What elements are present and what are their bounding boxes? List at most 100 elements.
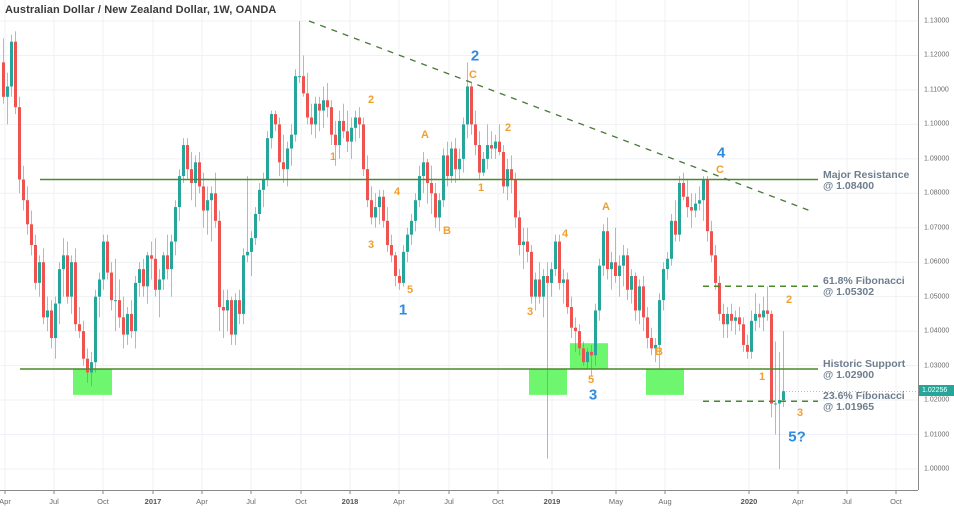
candle-up <box>466 86 469 125</box>
candle-down <box>718 282 721 314</box>
candle-up <box>54 303 57 339</box>
candle-down <box>310 117 313 125</box>
candle-up <box>146 255 149 287</box>
candle-down <box>30 224 33 245</box>
candle-down <box>758 313 761 318</box>
time-tick-label: Apr <box>393 497 405 506</box>
candle-up <box>414 200 417 221</box>
candle-up <box>94 296 97 363</box>
candle-down <box>634 276 637 311</box>
candle-down <box>582 348 585 363</box>
fib-236-label: 23.6% Fibonacci @ 1.01965 <box>823 390 905 414</box>
candle-up <box>46 310 49 318</box>
candle-up <box>694 203 697 211</box>
candle-up <box>486 145 489 159</box>
candle-up <box>270 114 273 139</box>
candle-down <box>42 262 45 318</box>
candle-up <box>70 262 73 297</box>
minor-wave-label: 2 <box>504 122 512 134</box>
candle-up <box>298 76 301 78</box>
price-tick-label: 1.08000 <box>924 189 950 197</box>
candle-up <box>374 207 377 218</box>
candle-up <box>134 282 137 332</box>
candle-down <box>214 193 217 221</box>
candle-down <box>714 255 717 283</box>
historic-support-label: Historic Support @ 1.02900 <box>823 358 906 382</box>
candle-down <box>346 131 349 142</box>
candle-down <box>738 317 741 325</box>
major-wave-label: 5? <box>788 428 806 446</box>
price-tick-label: 1.06000 <box>924 258 950 266</box>
candle-up <box>290 134 293 149</box>
candle-down <box>682 182 685 197</box>
candle-down <box>454 148 457 170</box>
candle-down <box>538 279 541 297</box>
support-zone[interactable] <box>646 369 684 395</box>
descending-trend-line[interactable] <box>308 20 815 213</box>
price-tick-label: 1.04000 <box>924 327 950 335</box>
candle-down <box>518 217 521 245</box>
candle-up <box>38 262 41 283</box>
candle-down <box>706 179 709 232</box>
minor-wave-label: A <box>602 201 610 213</box>
candle-down <box>514 179 517 218</box>
candle-down <box>530 251 533 297</box>
candle-up <box>10 41 13 87</box>
candle-down <box>590 351 593 356</box>
candle-down <box>606 231 609 270</box>
minor-wave-label: B <box>655 346 663 358</box>
candle-down <box>650 338 653 349</box>
candle-up <box>322 100 325 111</box>
price-tick-label: 1.00000 <box>924 465 950 473</box>
candle-up <box>610 262 613 270</box>
candle-up <box>602 231 605 266</box>
major-wave-label: 1 <box>398 301 408 319</box>
minor-wave-label: 1 <box>329 151 337 163</box>
candle-up <box>174 207 177 242</box>
minor-wave-label: 2 <box>367 94 375 106</box>
support-zone[interactable] <box>73 369 112 395</box>
candle-down <box>770 313 773 404</box>
candle-down <box>34 244 37 283</box>
minor-wave-label: 3 <box>796 407 804 419</box>
candle-down <box>686 196 689 208</box>
candle-up <box>254 213 257 239</box>
candle-up <box>554 241 557 270</box>
candle-down <box>186 145 189 170</box>
time-tick-label: Apr <box>196 497 208 506</box>
candle-up <box>418 176 421 201</box>
candle-up <box>654 344 657 349</box>
candle-up <box>750 320 753 352</box>
candle-down <box>122 317 125 335</box>
support-zone[interactable] <box>529 369 567 395</box>
time-tick-label: 2018 <box>341 497 359 506</box>
candle-down <box>370 200 373 218</box>
candle-down <box>578 331 581 349</box>
candle-up <box>494 141 497 149</box>
candle-down <box>74 262 77 325</box>
candle-down <box>82 331 85 359</box>
candle-up <box>562 279 565 283</box>
candle-up <box>726 313 729 325</box>
candle-up <box>410 220 413 235</box>
major-wave-label: 4 <box>716 144 726 162</box>
candle-down <box>50 310 53 339</box>
time-tick-label: Jul <box>246 497 256 506</box>
candle-down <box>674 220 677 235</box>
candle-up <box>58 269 61 304</box>
candle-up <box>314 103 317 125</box>
candle-up <box>482 158 485 173</box>
candle-up <box>246 251 249 256</box>
time-tick-label: Jul <box>49 497 59 506</box>
candle-up <box>138 269 141 283</box>
candle-up <box>586 351 589 363</box>
candle-up <box>778 400 781 404</box>
candle-up <box>542 276 545 297</box>
candle-up <box>170 241 173 270</box>
candle-down <box>202 186 205 211</box>
minor-wave-label: 3 <box>367 239 375 251</box>
minor-wave-label: 1 <box>477 182 485 194</box>
candle-up <box>618 265 621 277</box>
